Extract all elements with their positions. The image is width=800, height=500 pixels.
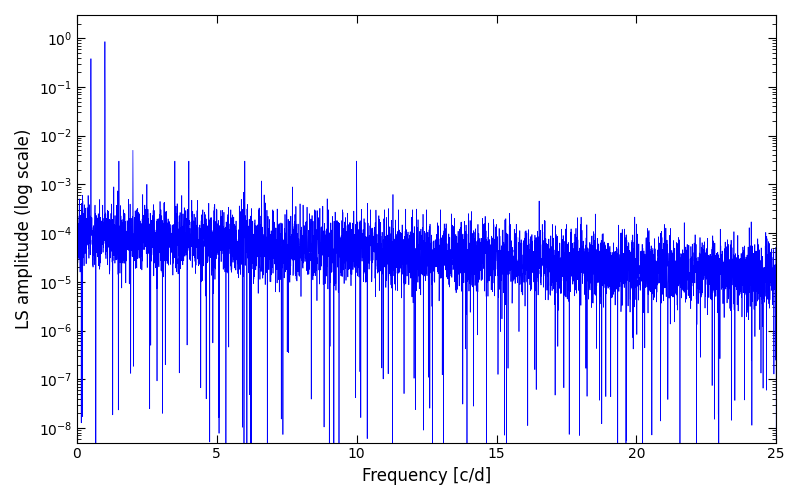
X-axis label: Frequency [c/d]: Frequency [c/d] <box>362 467 491 485</box>
Y-axis label: LS amplitude (log scale): LS amplitude (log scale) <box>15 128 33 329</box>
